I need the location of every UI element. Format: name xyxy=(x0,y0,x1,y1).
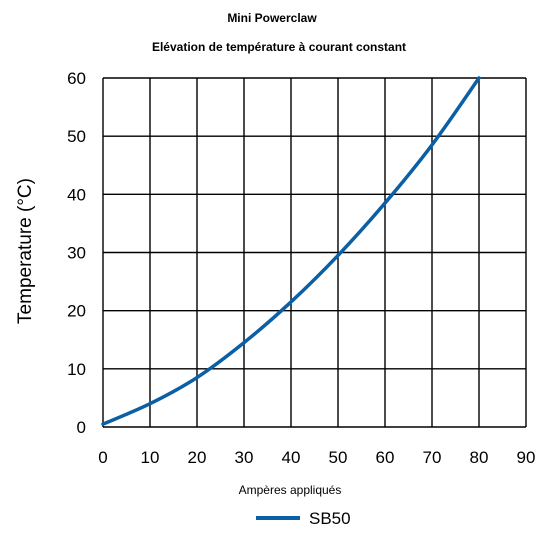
series-point-sb50-10 xyxy=(148,402,152,405)
x-tick-label-90: 90 xyxy=(517,448,536,467)
x-tick-label-60: 60 xyxy=(376,448,395,467)
series-point-sb50-0 xyxy=(101,422,105,426)
y-tick-label-40: 40 xyxy=(67,185,86,204)
series-point-sb50-50 xyxy=(336,254,340,257)
series-point-sb50-60 xyxy=(383,201,387,205)
grid-layer xyxy=(102,77,527,428)
legend-label-sb50: SB50 xyxy=(309,509,351,528)
x-tick-label-80: 80 xyxy=(470,448,489,467)
series-point-sb50-20 xyxy=(195,376,199,379)
series-point-sb50-30 xyxy=(242,341,246,344)
x-tick-label-20: 20 xyxy=(188,448,207,467)
series-layer xyxy=(101,76,481,426)
chart-subtitle: Elévation de température à courant const… xyxy=(152,40,406,54)
tick-layer: 0 10 20 30 40 50 60 70 80 90 0 10 20 30 40 50 60 xyxy=(67,69,535,467)
x-tick-label-30: 30 xyxy=(235,448,254,467)
legend: SB50 xyxy=(256,509,351,528)
x-tick-label-10: 10 xyxy=(141,448,160,467)
y-tick-label-50: 50 xyxy=(67,127,86,146)
x-tick-label-40: 40 xyxy=(282,448,301,467)
x-axis-label: Ampères appliqués xyxy=(239,483,342,497)
series-point-sb50-70 xyxy=(430,143,434,147)
y-tick-label-20: 20 xyxy=(67,302,86,321)
x-tick-label-50: 50 xyxy=(329,448,348,467)
x-tick-label-70: 70 xyxy=(423,448,442,467)
x-tick-label-0: 0 xyxy=(98,448,107,467)
y-tick-label-10: 10 xyxy=(67,360,86,379)
chart-title: Mini Powerclaw xyxy=(227,11,317,25)
y-axis-label: Temperature (°C) xyxy=(15,178,36,324)
y-tick-label-0: 0 xyxy=(77,418,86,437)
series-point-sb50-40 xyxy=(289,300,293,304)
y-tick-label-30: 30 xyxy=(67,244,86,263)
y-tick-label-60: 60 xyxy=(67,69,86,88)
series-line-sb50 xyxy=(101,76,481,426)
series-point-sb50-80 xyxy=(477,76,481,80)
